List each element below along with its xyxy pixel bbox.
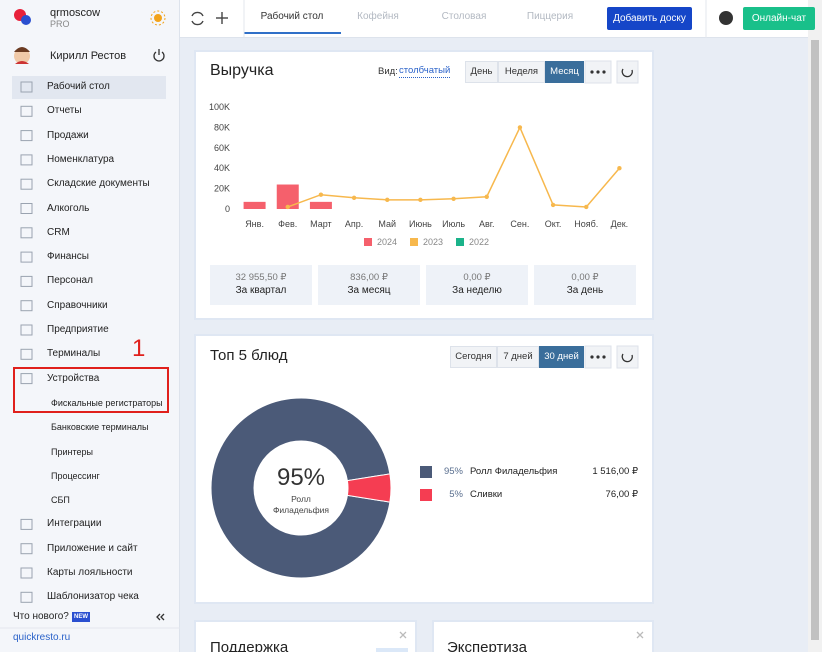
card: [194, 620, 417, 652]
legend-label: Ролл Филадельфия: [470, 466, 558, 477]
legend-label: Сливки: [470, 489, 503, 500]
tab[interactable]: Кофейня: [357, 11, 399, 22]
nav-subitem[interactable]: Процессинг: [51, 470, 100, 481]
nav-item[interactable]: Продажи: [47, 129, 89, 141]
nav-item[interactable]: Складские документы: [47, 178, 150, 190]
summary-value: 0,00 ₽: [463, 272, 491, 283]
nav-item[interactable]: Приложение и сайт: [47, 542, 138, 554]
legend-amount: 1 516,00 ₽: [592, 466, 638, 477]
site-link[interactable]: quickresto.ru: [13, 632, 71, 643]
view-select[interactable]: столбчатый: [399, 65, 451, 78]
summary-box: [318, 265, 420, 305]
help-label[interactable]: ?: [723, 13, 729, 23]
summary-value: 0,00 ₽: [571, 272, 599, 283]
scroll-thumb[interactable]: [811, 40, 819, 640]
period-button[interactable]: День: [465, 61, 498, 83]
legend-amount: 76,00 ₽: [605, 489, 638, 500]
tab[interactable]: Пиццерия: [526, 11, 574, 22]
period-button[interactable]: Неделя: [498, 61, 545, 83]
nav-item[interactable]: Справочники: [47, 299, 108, 311]
nav-item[interactable]: Карты лояльности: [47, 567, 133, 578]
summary-value: 32 955,50 ₽: [235, 272, 287, 283]
nav-item[interactable]: Предприятие: [47, 324, 109, 335]
nav-item[interactable]: Персонал: [47, 275, 93, 287]
card: [432, 620, 654, 652]
card-title: Экспертиза: [447, 639, 527, 652]
nav-item[interactable]: CRM: [47, 226, 70, 238]
nav-item[interactable]: Финансы: [47, 251, 89, 263]
annotation: 1: [132, 335, 146, 362]
nav-item[interactable]: Рабочий стол: [47, 81, 110, 92]
add-board-button[interactable]: Добавить доску: [607, 7, 692, 30]
legend-percent: 95%: [443, 466, 463, 477]
nav-item[interactable]: Терминалы: [47, 348, 101, 360]
tab-underline: [244, 32, 341, 34]
period-button[interactable]: 7 дней: [497, 346, 539, 368]
nav-item[interactable]: Интеграции: [47, 518, 102, 530]
summary-label: За квартал: [235, 285, 287, 296]
summary-label: За месяц: [347, 285, 391, 296]
summary-box: [426, 265, 528, 305]
new-badge: NEW: [72, 612, 90, 622]
nav-item[interactable]: Устройства: [47, 372, 100, 384]
user-name: Кирилл Рестов: [50, 50, 127, 62]
donut-center-value: 95%: [276, 464, 326, 491]
summary-label: За неделю: [452, 285, 502, 296]
card-title: Поддержка: [210, 639, 289, 652]
period-button[interactable]: 30 дней: [539, 346, 584, 368]
donut-center-label: Ролл Филадельфия: [272, 494, 330, 515]
summary-box: [210, 265, 312, 305]
nav-subitem[interactable]: СБП: [51, 495, 70, 506]
brand-name: qrmoscow: [50, 7, 101, 19]
active-item-bg: [12, 76, 166, 99]
nav-subitem[interactable]: Принтеры: [51, 446, 93, 457]
summary-box: [534, 265, 636, 305]
summary-label: За день: [566, 285, 604, 296]
nav-item[interactable]: Номенклатура: [47, 153, 115, 165]
nav-item[interactable]: Шаблонизатор чека: [47, 591, 139, 603]
highlight-box: [13, 367, 169, 413]
whats-new[interactable]: Что нового?: [13, 611, 69, 622]
period-button[interactable]: Сегодня: [450, 346, 497, 368]
nav-item[interactable]: Алкоголь: [47, 202, 90, 214]
nav-subitem[interactable]: Фискальные регистраторы: [51, 397, 163, 408]
view-label: Вид:: [378, 66, 398, 77]
period-button[interactable]: Месяц: [545, 61, 584, 83]
summary-value: 836,00 ₽: [350, 272, 388, 283]
legend-percent: 5%: [449, 489, 463, 500]
brand-plan: PRO: [50, 19, 70, 29]
card-title: Выручка: [210, 62, 274, 79]
nav-item[interactable]: Отчеты: [47, 105, 82, 117]
topbar: [180, 0, 808, 38]
tab[interactable]: Рабочий стол: [260, 11, 324, 22]
tab[interactable]: Столовая: [441, 11, 487, 22]
nav-subitem[interactable]: Банковские терминалы: [51, 422, 149, 433]
card-title: Топ 5 блюд: [210, 347, 288, 364]
chat-button[interactable]: Онлайн-чат: [743, 7, 815, 30]
